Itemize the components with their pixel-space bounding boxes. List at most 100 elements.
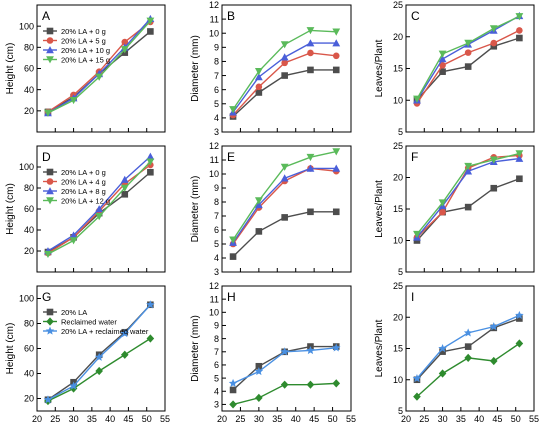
data-point [255,83,263,91]
data-point [332,28,341,36]
data-point [439,348,446,355]
data-point [43,395,53,404]
data-point [254,73,263,81]
y-tick-label: 100 [19,294,34,304]
panel-F: F 5 10 15 20 25 Leaves/Plant [374,141,535,277]
x-tick-label: 55 [160,414,170,424]
x-tick-label: 50 [328,414,338,424]
legend-label: 20% LA + reclaimed water [61,327,149,336]
data-point [306,153,315,162]
y-tick-label: 5 [214,373,219,383]
series-4 [229,27,341,114]
data-point [254,68,263,76]
y-tick-label: 3 [214,400,219,410]
data-point [306,27,315,35]
series-3 [229,39,341,116]
legend-marker [46,56,54,64]
y-tick-label: 3 [214,127,219,137]
data-point [229,400,237,409]
data-point [332,148,341,156]
data-point [255,89,263,96]
legend-marker [46,46,54,54]
series-1 [413,175,523,244]
y-tick-label: 9 [214,43,219,53]
data-point [69,237,78,245]
data-point [515,339,524,348]
data-point [69,231,78,239]
data-point [146,158,155,166]
data-point [463,328,473,337]
data-point [413,392,421,401]
data-point [95,213,104,221]
data-point [438,369,447,378]
y-tick-label: 20 [24,246,34,256]
y-tick-label: 40 [24,369,34,379]
data-point [120,184,129,192]
panel-label: F [411,150,418,164]
data-point [439,208,446,216]
y-tick-label: 12 [209,281,219,291]
y-tick-label: 11 [210,155,219,165]
legend-label: 20% LA + 5 g [61,37,106,46]
data-point [439,68,446,75]
data-point [280,380,289,389]
data-point [412,374,422,383]
y-tick-label: 4 [214,253,219,263]
y-tick-label: 8 [214,57,219,67]
data-point [438,55,447,63]
series-2 [44,334,155,406]
y-tick-label: 80 [24,319,34,329]
data-point [280,174,289,182]
data-point [281,59,288,67]
y-tick-label: 4 [214,386,219,396]
panel-label: B [227,9,235,23]
x-tick-label: 55 [346,414,356,424]
panel-label: A [42,9,50,23]
y-tick-label: 80 [24,43,34,53]
data-point [95,73,104,81]
y-tick-label: 9 [214,321,219,331]
y-tick-label: 25 [393,141,403,151]
y-tick-label: 10 [393,236,403,246]
legend: 20% LA + 0 g20% LA + 4 g20% LA + 8 g20% … [43,168,110,206]
data-point [516,27,523,34]
legend-label: 20% LA + 0 g [61,27,106,36]
data-point [255,228,263,235]
data-point [438,199,447,207]
data-point [464,343,472,350]
data-point [332,66,340,74]
panel-label: D [42,150,51,164]
data-point [332,379,341,388]
data-point [146,152,155,160]
y-tick-label: 15 [393,204,403,214]
x-tick-label: 25 [235,414,245,424]
data-point [515,310,524,320]
y-tick-label: 100 [19,21,34,31]
y-tick-label: 7 [214,71,219,81]
data-point [120,175,129,183]
y-tick-label: 10 [393,375,403,385]
data-point [464,49,472,56]
data-point [516,315,523,322]
data-point [229,253,237,260]
y-tick-label: 15 [393,64,403,74]
data-point [515,13,524,21]
y-axis-label: Leaves/Plant [374,39,385,97]
y-tick-label: 6 [214,85,219,95]
x-tick-label: 50 [511,414,521,424]
y-tick-label: 5 [214,99,219,109]
data-point [229,106,237,114]
data-point [254,367,264,376]
x-tick-label: 50 [142,414,152,424]
data-point [489,356,498,366]
legend-label: 20% LA + 0 g [61,168,106,177]
y-tick-label: 3 [214,267,219,277]
y-tick-label: 40 [24,225,34,235]
panel-label: G [42,290,51,304]
series-1 [229,208,340,260]
y-tick-label: 20 [24,106,34,116]
y-tick-label: 25 [393,0,403,10]
legend-marker [46,308,54,316]
data-point [147,28,154,35]
series-4 [413,150,524,239]
